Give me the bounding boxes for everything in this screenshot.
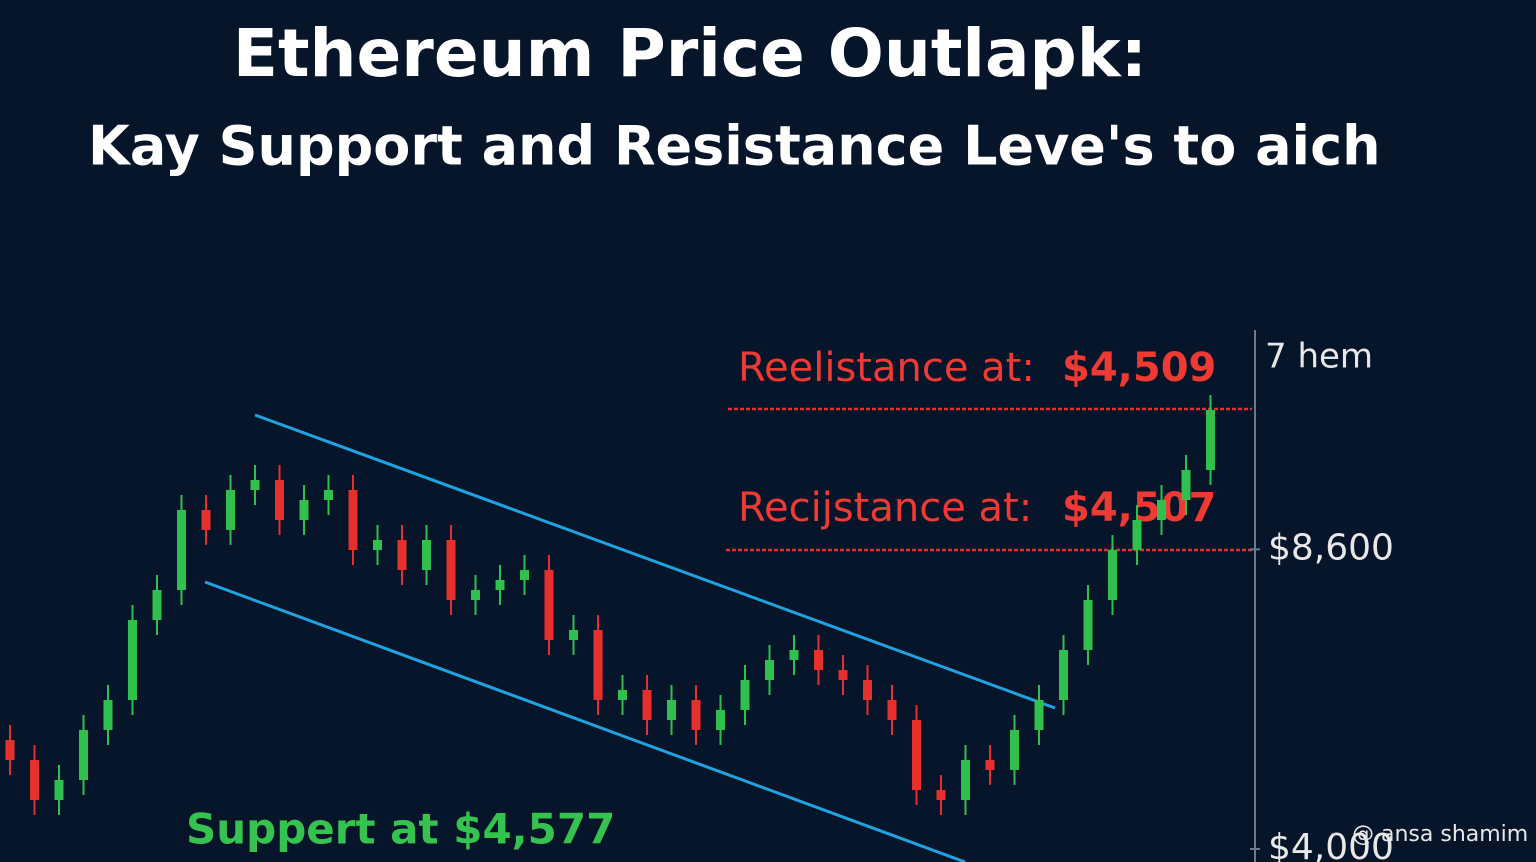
candle-body xyxy=(1083,599,1093,650)
candle-body xyxy=(30,760,39,800)
candle-body xyxy=(128,619,137,701)
resistance-price: $4,509 xyxy=(1062,345,1216,391)
candle-body xyxy=(446,539,456,600)
candle-body xyxy=(863,680,872,701)
candle-body xyxy=(544,570,554,640)
y-tick-label: $4,000 xyxy=(1268,827,1394,862)
candle-body xyxy=(5,740,15,761)
support-label: Suppert at $4,577 xyxy=(186,805,615,854)
candle-body xyxy=(1132,519,1142,551)
top-note: 7 hem xyxy=(1265,337,1373,377)
candle-body xyxy=(177,509,186,591)
candle-body xyxy=(593,630,603,701)
resistance-label: Reelistance at: xyxy=(738,345,1035,391)
candle-body xyxy=(1034,700,1044,730)
candle-body xyxy=(54,780,64,800)
candle-body xyxy=(1059,649,1068,701)
candle-body xyxy=(422,539,431,571)
watermark: @ ansa shamim xyxy=(1352,822,1528,847)
candle-body xyxy=(495,579,505,591)
candle-body xyxy=(1181,469,1191,501)
candle-body xyxy=(691,700,701,730)
candle-body xyxy=(1157,500,1166,520)
candle-body xyxy=(985,760,995,770)
channel-upper xyxy=(254,413,1056,710)
candle-body xyxy=(79,729,88,781)
candle-body xyxy=(814,649,823,670)
chart-title: Ethereum Price Outlapk: xyxy=(233,15,1147,92)
resistance-label: Recijstance at: xyxy=(738,485,1032,531)
candle-body xyxy=(936,790,946,800)
candle-body xyxy=(520,570,529,580)
chart-subtitle: Kay Support and Resistance Leve's to aic… xyxy=(88,115,1381,178)
candle-body xyxy=(348,489,358,551)
candle-body xyxy=(1010,729,1019,770)
candle-body xyxy=(373,539,382,551)
candle-body xyxy=(226,489,235,530)
candle-body xyxy=(397,539,407,571)
candle-body xyxy=(152,590,162,620)
candle-body xyxy=(1108,550,1117,600)
candle-body xyxy=(201,509,211,530)
candle-body xyxy=(789,649,799,660)
candle-body xyxy=(912,720,921,791)
candle-body xyxy=(667,700,676,721)
candle-body xyxy=(887,700,897,721)
channel-lower xyxy=(204,580,966,862)
candle-body xyxy=(961,760,970,800)
y-tick-label: $8,600 xyxy=(1268,527,1394,568)
candle-body xyxy=(642,689,652,721)
candle-body xyxy=(838,669,848,681)
candle-body xyxy=(471,590,480,600)
candle-body xyxy=(765,659,774,681)
candle-body xyxy=(250,480,260,490)
candle-body xyxy=(299,500,309,520)
candle-body xyxy=(618,689,627,701)
candle-body xyxy=(716,709,725,730)
candle-body xyxy=(569,630,578,640)
candle-body xyxy=(740,680,750,710)
candle-body xyxy=(1206,409,1215,470)
candle-body xyxy=(103,700,113,730)
candle-body xyxy=(275,480,284,520)
candle-body xyxy=(324,489,333,501)
